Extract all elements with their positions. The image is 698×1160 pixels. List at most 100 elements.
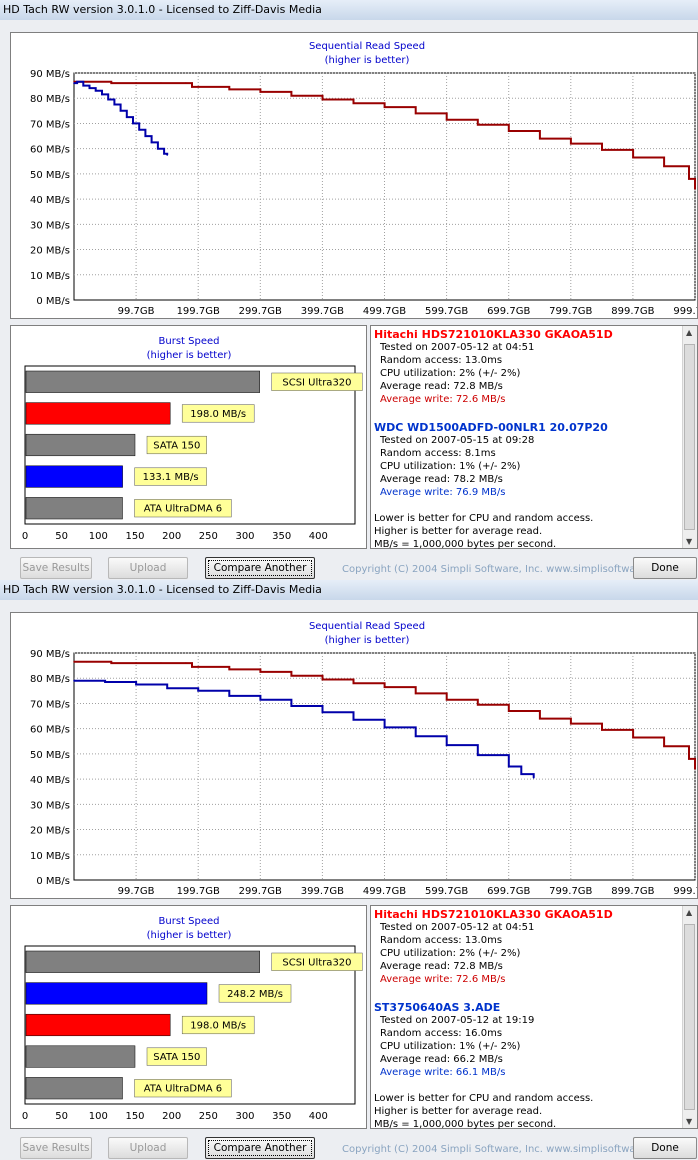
copyright-text: Copyright (C) 2004 Simpli Software, Inc.… bbox=[342, 564, 671, 575]
random-access: Random access: 8.1ms bbox=[380, 448, 496, 459]
burst-bar-label: 198.0 MB/s bbox=[190, 409, 246, 420]
scroll-up-arrow-icon[interactable]: ▲ bbox=[686, 908, 693, 917]
burst-bar bbox=[25, 950, 260, 973]
compare-another-drive-button[interactable]: Compare Another Drive bbox=[205, 1137, 315, 1159]
title-bar: HD Tach RW version 3.0.1.0 - Licensed to… bbox=[0, 0, 698, 20]
x-tick-label: 499.7GB bbox=[363, 306, 406, 317]
save-results-button[interactable]: Save Results bbox=[20, 1137, 92, 1159]
data-point bbox=[228, 668, 231, 671]
burst-bar bbox=[25, 497, 123, 520]
data-point bbox=[663, 165, 665, 168]
seq-subtitle: (higher is better) bbox=[325, 635, 410, 646]
data-point bbox=[101, 93, 103, 96]
drive-name: Hitachi HDS721010KLA330 GKAOA51D bbox=[374, 908, 613, 921]
series-line-drive-1 bbox=[74, 80, 696, 189]
burst-bar bbox=[25, 1045, 136, 1068]
scroll-down-arrow-icon[interactable]: ▼ bbox=[686, 537, 693, 546]
cpu-utilization: CPU utilization: 1% (+/- 2%) bbox=[380, 1041, 521, 1052]
burst-bar bbox=[25, 402, 171, 425]
burst-title: Burst Speed bbox=[159, 916, 220, 927]
burst-bar bbox=[25, 982, 208, 1005]
seq-read-chart: Sequential Read Speed (higher is better)… bbox=[30, 621, 697, 897]
data-point bbox=[73, 679, 75, 682]
data-point bbox=[321, 98, 324, 101]
tested-date: Tested on 2007-05-12 at 04:51 bbox=[380, 342, 535, 353]
average-write: Average write: 72.6 MB/s bbox=[380, 394, 506, 405]
scroll-thumb[interactable] bbox=[684, 344, 695, 530]
upload-results-button[interactable]: Upload Results bbox=[108, 1137, 188, 1159]
y-tick-label: 80 MB/s bbox=[30, 94, 70, 105]
drive-info-2: WDC WD1500ADFD-00NLR1 20.07P20 Tested on… bbox=[374, 421, 608, 499]
vertical-scrollbar[interactable]: ▲ ▼ bbox=[682, 326, 697, 548]
data-point bbox=[383, 686, 386, 688]
data-point bbox=[126, 116, 128, 118]
note-line: Lower is better for CPU and random acces… bbox=[374, 1093, 594, 1104]
scroll-thumb[interactable] bbox=[684, 924, 695, 1110]
x-tick-label: 799.7GB bbox=[549, 886, 592, 897]
data-point bbox=[135, 662, 137, 664]
burst-bar bbox=[25, 1077, 123, 1100]
data-point bbox=[88, 87, 91, 89]
x-tick-label: 499.7GB bbox=[363, 886, 406, 897]
data-point bbox=[132, 122, 134, 125]
data-point bbox=[104, 681, 106, 683]
data-point bbox=[76, 81, 78, 83]
x-tick-label: 899.7GB bbox=[611, 886, 654, 897]
cpu-utilization: CPU utilization: 1% (+/- 2%) bbox=[380, 461, 521, 472]
data-point bbox=[119, 110, 122, 112]
note-line: MB/s = 1,000,000 bytes per second. bbox=[374, 1119, 557, 1130]
burst-chart: Burst Speed (higher is better) SCSI Ultr… bbox=[22, 916, 363, 1122]
x-tick-label: 399.7GB bbox=[301, 886, 344, 897]
burst-subtitle: (higher is better) bbox=[147, 350, 232, 361]
data-point bbox=[166, 154, 168, 156]
data-point bbox=[73, 661, 75, 663]
scroll-down-arrow-icon[interactable]: ▼ bbox=[686, 1117, 693, 1126]
x-tick-label: 899.7GB bbox=[611, 306, 654, 317]
save-results-button[interactable]: Save Results bbox=[20, 557, 92, 579]
drive-info-1: Hitachi HDS721010KLA330 GKAOA51D Tested … bbox=[374, 328, 613, 406]
x-tick-label: 399.7GB bbox=[301, 306, 344, 317]
done-button[interactable]: Done bbox=[633, 557, 697, 579]
average-read: Average read: 66.2 MB/s bbox=[380, 1054, 503, 1065]
data-point bbox=[570, 142, 572, 145]
data-point bbox=[520, 773, 523, 775]
upload-results-button[interactable]: Upload Results bbox=[108, 557, 188, 579]
burst-label-box bbox=[146, 435, 207, 455]
x-tick-label: 0 bbox=[22, 531, 28, 542]
burst-label-box bbox=[134, 499, 232, 518]
data-point bbox=[477, 703, 479, 706]
burst-panel: Burst Speed (higher is better) SCSI Ultr… bbox=[10, 325, 367, 549]
data-point bbox=[160, 662, 162, 664]
data-point bbox=[601, 149, 603, 151]
data-point bbox=[445, 698, 448, 701]
x-tick-label: 300 bbox=[235, 1111, 254, 1122]
y-tick-label: 30 MB/s bbox=[30, 220, 70, 231]
data-point bbox=[135, 683, 137, 686]
burst-bar-label: SCSI Ultra320 bbox=[282, 957, 351, 968]
burst-bar bbox=[25, 465, 123, 488]
y-tick-label: 0 MB/s bbox=[36, 296, 70, 307]
data-point bbox=[508, 765, 510, 768]
scroll-up-arrow-icon[interactable]: ▲ bbox=[686, 328, 693, 337]
data-point bbox=[85, 661, 88, 663]
x-tick-label: 199.7GB bbox=[177, 886, 220, 897]
data-point bbox=[191, 86, 193, 88]
burst-label-box bbox=[271, 372, 363, 391]
x-tick-label: 150 bbox=[125, 531, 144, 542]
note-line: Higher is better for average read. bbox=[374, 526, 543, 537]
burst-title: Burst Speed bbox=[159, 336, 220, 347]
x-tick-label: 99.7GB bbox=[118, 306, 155, 317]
data-point bbox=[150, 141, 153, 144]
compare-another-drive-button[interactable]: Compare Another Drive bbox=[205, 557, 315, 579]
results-panel: Hitachi HDS721010KLA330 GKAOA51D Tested … bbox=[370, 325, 698, 550]
title-bar: HD Tach RW version 3.0.1.0 - Licensed to… bbox=[0, 580, 698, 600]
burst-label-box bbox=[134, 1079, 232, 1098]
seq-title: Sequential Read Speed bbox=[309, 621, 425, 632]
x-tick-label: 200 bbox=[162, 531, 181, 542]
data-point bbox=[321, 711, 324, 714]
vertical-scrollbar[interactable]: ▲ ▼ bbox=[682, 906, 697, 1128]
x-tick-label: 250 bbox=[199, 531, 218, 542]
data-point bbox=[383, 726, 386, 729]
burst-bar-label: SCSI Ultra320 bbox=[282, 377, 351, 388]
done-button[interactable]: Done bbox=[633, 1137, 697, 1159]
